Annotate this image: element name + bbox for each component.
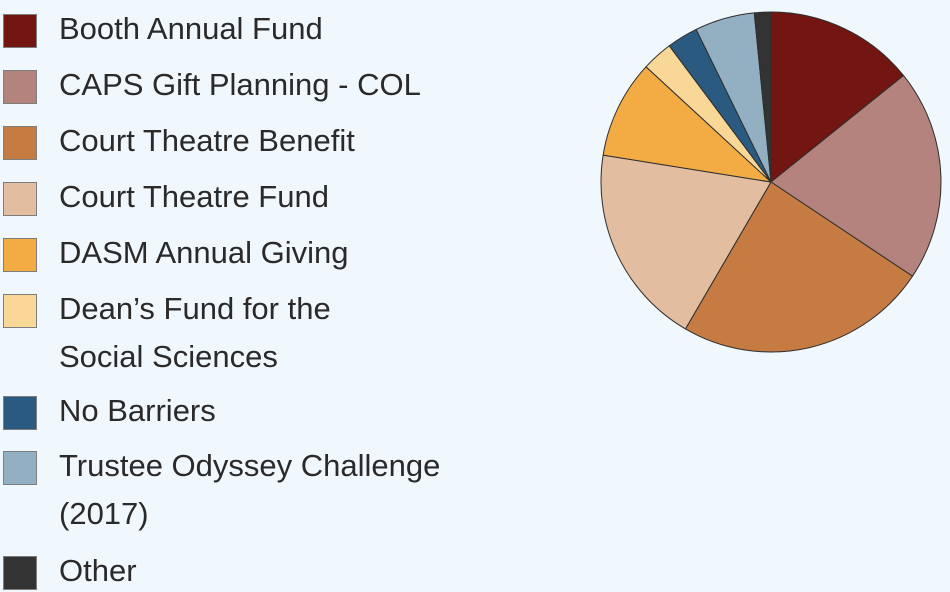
legend-item-booth-annual-fund[interactable]: Booth Annual Fund — [3, 11, 479, 53]
legend-label: Court Theatre Benefit — [59, 123, 355, 158]
legend-label: No Barriers — [59, 393, 216, 428]
legend-label: Dean’s Fund for the Social Sciences — [59, 291, 331, 374]
pie-slice-booth-annual-fund[interactable] — [770, 11, 905, 183]
legend-item-court-theatre-benefit[interactable]: Court Theatre Benefit — [3, 123, 479, 165]
pie-slice-dasm-annual-giving[interactable] — [602, 66, 772, 183]
legend-label: DASM Annual Giving — [59, 235, 349, 270]
legend-swatch — [3, 70, 37, 104]
legend-swatch — [3, 556, 37, 590]
legend-swatch — [3, 14, 37, 48]
pie-slice-other[interactable] — [753, 11, 772, 183]
legend-swatch — [3, 182, 37, 216]
legend-item-deans-fund[interactable]: Dean’s Fund for the Social Sciences — [3, 291, 389, 381]
pie-slice-caps-gift-planning-col[interactable] — [770, 75, 942, 277]
legend-swatch — [3, 451, 37, 485]
legend-label: CAPS Gift Planning - COL — [59, 67, 421, 102]
pie-slice-court-theatre-fund[interactable] — [600, 154, 772, 330]
legend-label: Booth Annual Fund — [59, 11, 323, 46]
legend-swatch — [3, 294, 37, 328]
legend-swatch — [3, 396, 37, 430]
legend-label: Other — [59, 553, 137, 588]
legend-label: Trustee Odyssey Challenge (2017) — [59, 448, 441, 531]
legend-item-court-theatre-fund[interactable]: Court Theatre Fund — [3, 179, 479, 221]
pie-chart — [600, 11, 942, 353]
legend-label: Court Theatre Fund — [59, 179, 329, 214]
legend-swatch — [3, 126, 37, 160]
legend-item-caps-gift-planning[interactable]: CAPS Gift Planning - COL — [3, 67, 479, 109]
legend-swatch — [3, 238, 37, 272]
legend-item-dasm-annual-giving[interactable]: DASM Annual Giving — [3, 235, 479, 277]
legend-item-other[interactable]: Other — [3, 553, 479, 592]
legend-item-no-barriers[interactable]: No Barriers — [3, 393, 479, 435]
pie-slice-court-theatre-benefit[interactable] — [684, 181, 914, 353]
legend-item-trustee-odyssey[interactable]: Trustee Odyssey Challenge (2017) — [3, 448, 489, 538]
